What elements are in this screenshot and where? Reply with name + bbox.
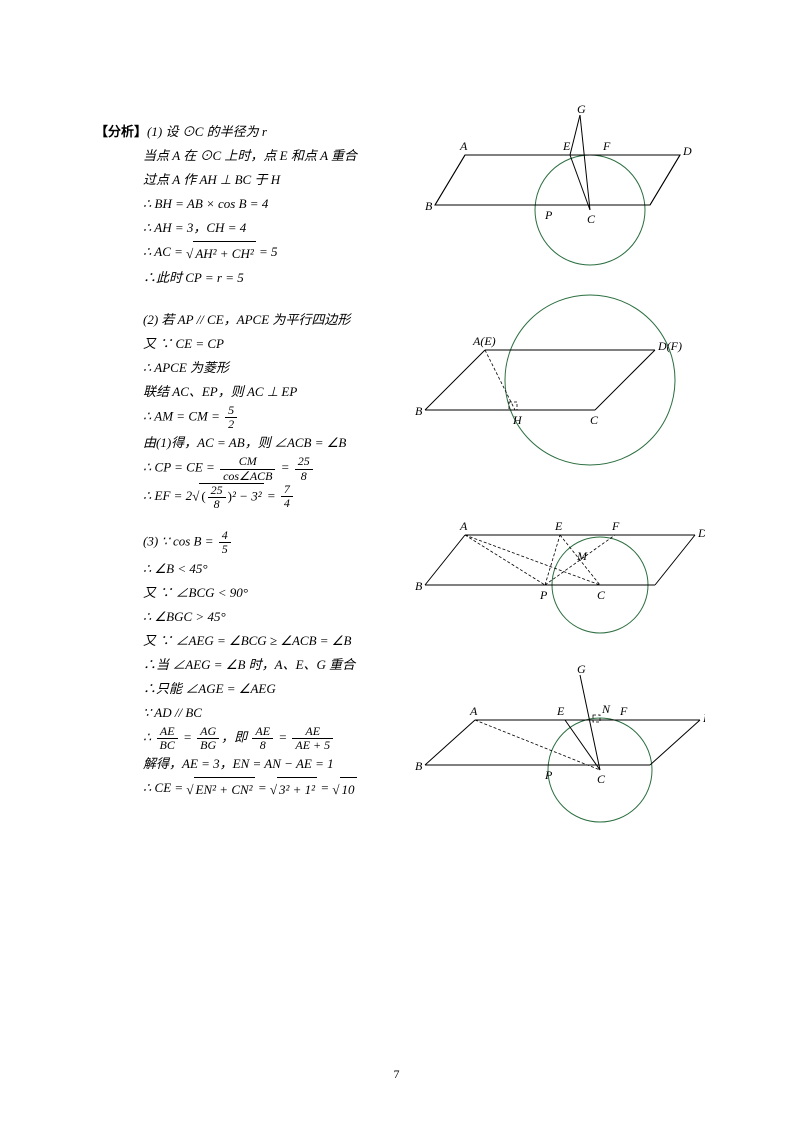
svg-text:P: P [544, 208, 553, 222]
svg-text:A: A [459, 519, 468, 533]
p3-l2: ∴ ∠B < 45° [95, 557, 405, 581]
svg-text:P: P [544, 768, 553, 782]
svg-text:A: A [459, 139, 468, 153]
p2-head: (2) 若 AP // CE，APCE 为平行四边形 [95, 308, 405, 332]
p2-l8: ∴ EF = 2√(258)² − 3² = 74 [95, 483, 405, 511]
page-number: 7 [0, 1067, 793, 1082]
part1-label: (1) [147, 124, 162, 139]
p3-l8: ∵ AD // BC [95, 701, 405, 725]
svg-text:D: D [702, 711, 705, 725]
p3-l9: ∴ AEBC = AGBG，即 AE8 = AEAE + 5 [95, 725, 405, 752]
p3-l10: 解得，AE = 3，EN = AN − AE = 1 [95, 752, 405, 776]
figure-3: A B C D E F M P [405, 505, 705, 655]
svg-text:P: P [539, 588, 548, 602]
figure-1: A B C D E F G P [405, 105, 705, 275]
svg-text:M: M [576, 549, 588, 563]
p1-l5: ∴ AH = 3，CH = 4 [95, 216, 405, 240]
p1-l4: ∴ BH = AB × cos B = 4 [95, 192, 405, 216]
p3-l3: 又 ∵ ∠BCG < 90° [95, 581, 405, 605]
solution-text: 【分析】(1) 设 ⊙C 的半径为 r 当点 A 在 ⊙C 上时，点 E 和点 … [95, 120, 405, 802]
p2-l5: ∴ AM = CM = 52 [95, 404, 405, 431]
p1-l3: 过点 A 作 AH ⊥ BC 于 H [95, 168, 405, 192]
svg-text:H: H [512, 413, 523, 427]
svg-text:C: C [597, 588, 606, 602]
p2-l4: 联结 AC、EP，则 AC ⊥ EP [95, 380, 405, 404]
svg-text:A: A [469, 704, 478, 718]
svg-text:E: E [556, 704, 565, 718]
svg-text:C: C [597, 772, 606, 786]
svg-text:D: D [697, 526, 705, 540]
p3-l7: ∴只能 ∠AGE = ∠AEG [95, 677, 405, 701]
svg-text:C: C [587, 212, 596, 226]
p1-l7: ∴此时 CP = r = 5 [95, 266, 405, 290]
svg-text:A(E): A(E) [472, 334, 496, 348]
svg-text:D: D [682, 144, 692, 158]
svg-text:C: C [590, 413, 599, 427]
svg-text:F: F [611, 519, 620, 533]
p2-l6: 由(1)得，AC = AB，则 ∠ACB = ∠B [95, 431, 405, 455]
p3-l11: ∴ CE = √EN² + CN² = √3² + 1² = √10 [95, 776, 405, 802]
p3-l6: ∴当 ∠AEG = ∠B 时，A、E、G 重合 [95, 653, 405, 677]
svg-text:B: B [425, 199, 433, 213]
analysis-label: 【分析】 [95, 124, 147, 139]
svg-text:F: F [619, 704, 628, 718]
svg-text:G: G [577, 105, 586, 116]
p1-l2: 当点 A 在 ⊙C 上时，点 E 和点 A 重合 [95, 144, 405, 168]
p1-l6: ∴ AC = √AH² + CH² = 5 [95, 240, 405, 266]
svg-text:B: B [415, 579, 423, 593]
p3-l5: 又 ∵ ∠AEG = ∠BCG ≥ ∠ACB = ∠B [95, 629, 405, 653]
svg-text:F: F [602, 139, 611, 153]
svg-text:N: N [601, 702, 611, 716]
svg-text:E: E [562, 139, 571, 153]
figures-column: A B C D E F G P A(E) B C D( [405, 120, 723, 802]
p2-l2: 又 ∵ CE = CP [95, 332, 405, 356]
figure-2: A(E) B C D(F) H [405, 290, 715, 490]
svg-text:G: G [577, 665, 586, 676]
p2-l3: ∴ APCE 为菱形 [95, 356, 405, 380]
p3-head: (3) ∵ cos B = 45 [95, 529, 405, 556]
p1-l1: 设 ⊙C 的半径为 r [165, 124, 266, 139]
svg-text:E: E [554, 519, 563, 533]
svg-text:B: B [415, 404, 423, 418]
p3-l4: ∴ ∠BGC > 45° [95, 605, 405, 629]
p2-l7: ∴ CP = CE = CMcos∠ACB = 258 [95, 455, 405, 482]
figure-4: A B C D E F G N P [405, 665, 705, 835]
svg-text:D(F): D(F) [657, 339, 682, 353]
svg-text:B: B [415, 759, 423, 773]
